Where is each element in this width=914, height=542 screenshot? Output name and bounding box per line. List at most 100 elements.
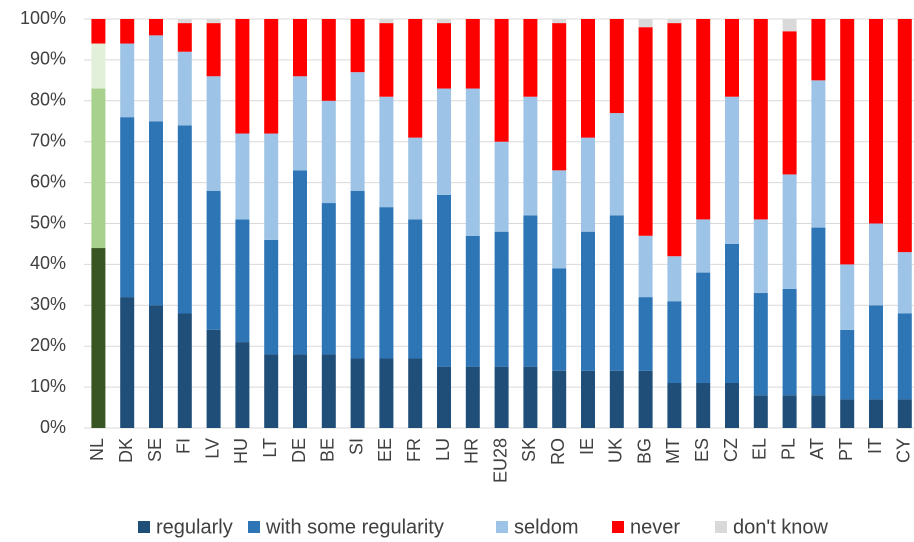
bar-segment: [840, 19, 855, 265]
bar-segment: [869, 305, 883, 400]
bar-segment: [638, 297, 653, 371]
x-tick-label: PT: [836, 438, 856, 461]
x-tick-label: SI: [346, 438, 366, 455]
bar-segment: [523, 19, 538, 97]
bar-segment: [437, 19, 451, 24]
x-tick-label: PL: [778, 438, 798, 460]
x-tick-label: SE: [145, 438, 165, 462]
bar-segment: [437, 366, 451, 428]
bar-segment: [206, 23, 221, 77]
bar-segment: [523, 215, 538, 367]
bar-segment: [609, 370, 624, 428]
bar-segment: [379, 19, 394, 24]
bar-segment: [235, 19, 250, 134]
bar-segment: [638, 19, 653, 28]
bar-segment: [465, 19, 480, 89]
legend-swatch: [138, 521, 150, 533]
bar-segment: [264, 239, 279, 355]
bar-segment: [350, 72, 365, 191]
y-tick-label: 50%: [30, 212, 66, 232]
bar-segment: [206, 190, 221, 330]
x-tick-label: LT: [260, 438, 280, 458]
bar-segment: [91, 19, 106, 44]
bar-segment: [897, 399, 912, 428]
bar-segment: [293, 170, 307, 355]
bar-segment: [782, 288, 797, 396]
bar-segment: [494, 19, 509, 142]
bar-segment: [696, 383, 711, 428]
x-tick-label: LU: [433, 438, 453, 461]
x-tick-label: IT: [865, 438, 885, 454]
bar-segment: [811, 19, 826, 81]
bar-segment: [725, 19, 739, 97]
bar-segment: [149, 19, 163, 36]
bar-segment: [552, 268, 567, 371]
bar-segment: [782, 174, 797, 289]
x-tick-label: RO: [548, 438, 568, 465]
bar-segment: [379, 23, 394, 97]
x-tick-label: EU28: [490, 438, 510, 483]
legend-label: with some regularity: [265, 516, 444, 538]
x-tick-label: ES: [692, 438, 712, 462]
legend-swatch: [248, 521, 260, 533]
legend-label: seldom: [514, 516, 578, 538]
bar-segment: [437, 88, 451, 195]
bar-segment: [753, 293, 768, 396]
x-tick-label: MT: [663, 438, 683, 464]
bar-segment: [753, 395, 768, 428]
bar-segment: [581, 137, 595, 232]
bar-segment: [177, 51, 192, 126]
bar-segment: [581, 370, 595, 428]
x-tick-label: FR: [404, 438, 424, 462]
bar-segment: [811, 80, 826, 228]
bar-segment: [811, 395, 826, 428]
bar-segment: [897, 252, 912, 314]
legend-swatch: [715, 521, 727, 533]
bar-segment: [264, 354, 279, 428]
y-tick-label: 100%: [20, 8, 66, 28]
bar-segment: [897, 19, 912, 253]
bar-segment: [696, 272, 711, 384]
x-tick-label: SK: [519, 438, 539, 462]
bar-segment: [869, 399, 883, 428]
bar-segment: [494, 366, 509, 428]
bar-segment: [350, 19, 365, 73]
y-tick-label: 60%: [30, 171, 66, 191]
bar-segment: [494, 141, 509, 232]
bar-segment: [552, 370, 567, 428]
bar-segment: [149, 121, 163, 306]
bar-segment: [149, 305, 163, 428]
bar-segment: [840, 329, 855, 400]
bar-segment: [91, 248, 106, 428]
bar-segment: [638, 235, 653, 298]
bar-segment: [379, 207, 394, 359]
bar-segment: [667, 23, 682, 257]
y-tick-label: 20%: [30, 335, 66, 355]
bar-segment: [869, 19, 883, 224]
bar-segment: [437, 23, 451, 89]
y-tick-label: 0%: [40, 417, 66, 437]
bar-segment: [408, 219, 423, 359]
bar-segment: [408, 358, 423, 428]
bar-segment: [552, 23, 567, 171]
bar-segment: [91, 88, 106, 249]
bar-segment: [177, 19, 192, 24]
bar-segment: [177, 23, 192, 52]
bar-segment: [869, 223, 883, 306]
bar-segment: [465, 235, 480, 367]
x-tick-label: IE: [577, 438, 597, 455]
bar-segment: [523, 366, 538, 428]
x-tick-label: BG: [634, 438, 654, 464]
legend-swatch: [496, 521, 508, 533]
x-tick-label: AT: [807, 438, 827, 460]
bar-segment: [293, 76, 307, 171]
bar-segment: [350, 358, 365, 428]
x-tick-label: HR: [462, 438, 482, 464]
bar-segment: [523, 96, 538, 216]
legend-label: don't know: [733, 516, 829, 538]
x-tick-label: DE: [289, 438, 309, 463]
bar-segment: [725, 96, 739, 244]
bar-segment: [609, 215, 624, 371]
bar-segment: [321, 100, 336, 204]
